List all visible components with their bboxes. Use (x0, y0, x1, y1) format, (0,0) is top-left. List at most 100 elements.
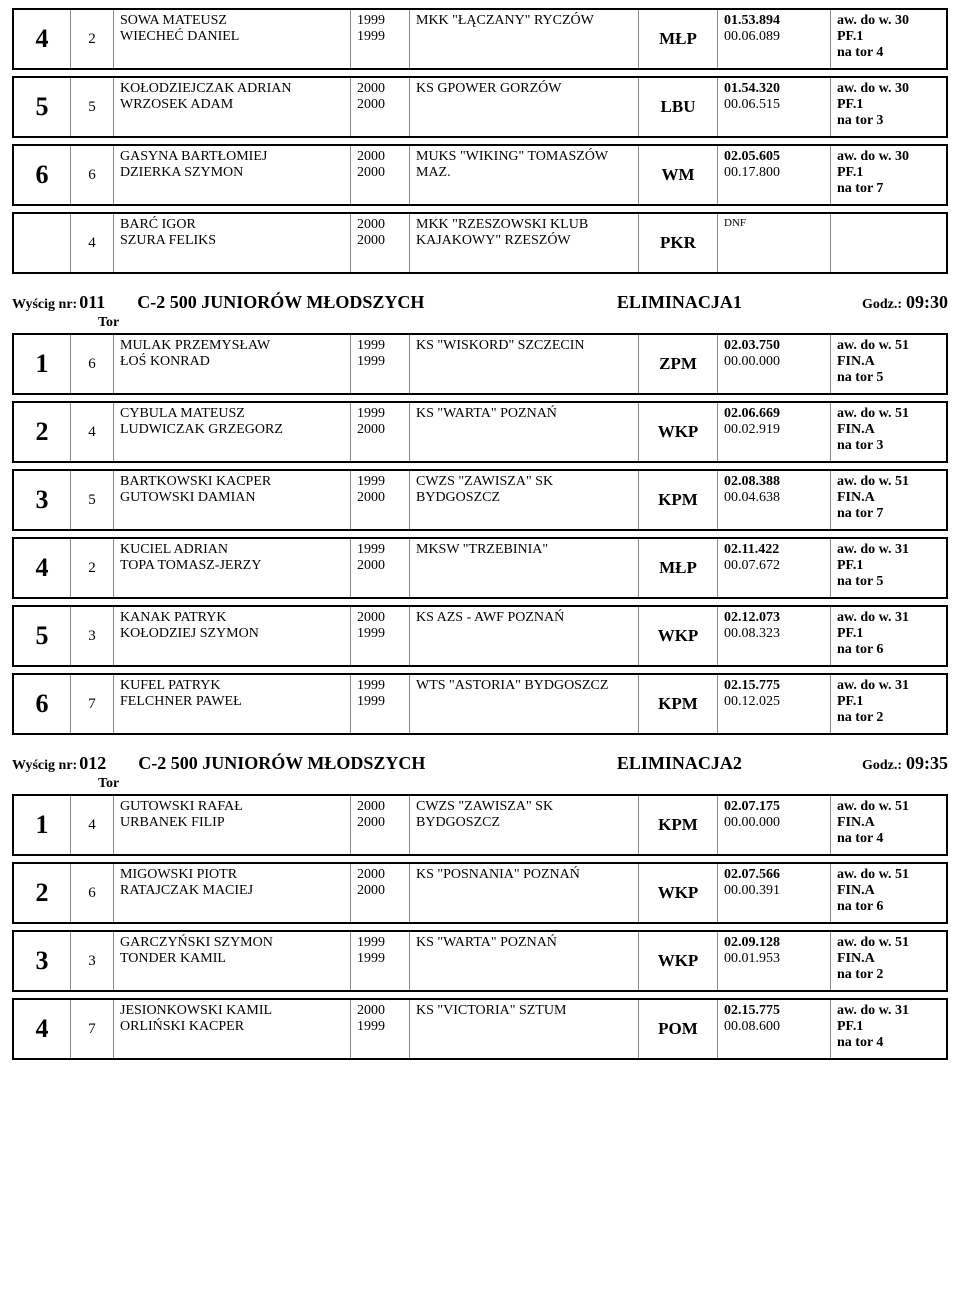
region: MŁP (638, 10, 717, 68)
phase: ELIMINACJA1 (617, 292, 742, 313)
names: BARTKOWSKI KACPERGUTOWSKI DAMIAN (113, 471, 350, 529)
times: 02.03.75000.00.000 (717, 335, 830, 393)
names: GARCZYŃSKI SZYMONTONDER KAMIL (113, 932, 350, 990)
years: 19991999 (350, 10, 409, 68)
time-diff: 00.17.800 (724, 165, 824, 181)
time-diff: 00.08.600 (724, 1019, 824, 1035)
region: WM (638, 146, 717, 204)
club: KS "WARTA" POZNAŃ (409, 403, 638, 461)
time-main: 02.15.775 (724, 1003, 824, 1019)
names: SOWA MATEUSZWIECHEĆ DANIEL (113, 10, 350, 68)
result-row: 16MULAK PRZEMYSŁAWŁOŚ KONRAD19991999KS "… (12, 333, 948, 395)
lane: 3 (70, 932, 113, 990)
notes (830, 214, 946, 272)
time-diff: 00.07.672 (724, 558, 824, 574)
times: 02.08.38800.04.638 (717, 471, 830, 529)
result-row: 47JESIONKOWSKI KAMILORLIŃSKI KACPER20001… (12, 998, 948, 1060)
lane: 2 (70, 539, 113, 597)
times: 01.53.89400.06.089 (717, 10, 830, 68)
time-main: 01.53.894 (724, 13, 824, 29)
times: 01.54.32000.06.515 (717, 78, 830, 136)
lane: 5 (70, 78, 113, 136)
lane: 7 (70, 1000, 113, 1058)
region: WKP (638, 864, 717, 922)
time-main: 02.07.175 (724, 799, 824, 815)
region: LBU (638, 78, 717, 136)
notes: aw. do w. 51FIN.Ana tor 7 (830, 471, 946, 529)
years: 20002000 (350, 78, 409, 136)
notes: aw. do w. 51FIN.Ana tor 4 (830, 796, 946, 854)
place: 4 (14, 539, 70, 597)
lane: 7 (70, 675, 113, 733)
lane: 4 (70, 214, 113, 272)
club: KS "POSNANIA" POZNAŃ (409, 864, 638, 922)
years: 19992000 (350, 471, 409, 529)
place: 1 (14, 796, 70, 854)
names: GUTOWSKI RAFAŁURBANEK FILIP (113, 796, 350, 854)
place (14, 214, 70, 272)
region: MŁP (638, 539, 717, 597)
lane: 6 (70, 146, 113, 204)
times: 02.07.17500.00.000 (717, 796, 830, 854)
result-row: 24CYBULA MATEUSZLUDWICZAK GRZEGORZ199920… (12, 401, 948, 463)
times: 02.11.42200.07.672 (717, 539, 830, 597)
names: JESIONKOWSKI KAMILORLIŃSKI KACPER (113, 1000, 350, 1058)
years: 20002000 (350, 214, 409, 272)
time-diff: 00.04.638 (724, 490, 824, 506)
place: 5 (14, 607, 70, 665)
time-diff: 00.08.323 (724, 626, 824, 642)
wyscig-label: Wyścig nr: (12, 297, 77, 313)
region: WKP (638, 403, 717, 461)
times: 02.05.60500.17.800 (717, 146, 830, 204)
notes: aw. do w. 31PF.1na tor 5 (830, 539, 946, 597)
years: 20002000 (350, 146, 409, 204)
times: 02.15.77500.12.025 (717, 675, 830, 733)
region: WKP (638, 932, 717, 990)
years: 20001999 (350, 607, 409, 665)
result-row: 67KUFEL PATRYKFELCHNER PAWEŁ19991999WTS … (12, 673, 948, 735)
notes: aw. do w. 31PF.1na tor 6 (830, 607, 946, 665)
names: CYBULA MATEUSZLUDWICZAK GRZEGORZ (113, 403, 350, 461)
club: KS AZS - AWF POZNAŃ (409, 607, 638, 665)
lane: 3 (70, 607, 113, 665)
years: 19992000 (350, 539, 409, 597)
club: KS "WARTA" POZNAŃ (409, 932, 638, 990)
notes: aw. do w. 51FIN.Ana tor 5 (830, 335, 946, 393)
time-diff: 00.00.000 (724, 354, 824, 370)
names: KUFEL PATRYKFELCHNER PAWEŁ (113, 675, 350, 733)
time-diff: 00.01.953 (724, 951, 824, 967)
club: MKK "RZESZOWSKI KLUB KAJAKOWY" RZESZÓW (409, 214, 638, 272)
times: 02.09.12800.01.953 (717, 932, 830, 990)
time-main: 02.15.775 (724, 678, 824, 694)
notes: aw. do w. 51FIN.Ana tor 3 (830, 403, 946, 461)
notes: aw. do w. 30PF.1na tor 3 (830, 78, 946, 136)
time-main: 02.05.605 (724, 149, 824, 165)
result-row: 42SOWA MATEUSZWIECHEĆ DANIEL19991999MKK … (12, 8, 948, 70)
place: 4 (14, 1000, 70, 1058)
notes: aw. do w. 51FIN.Ana tor 2 (830, 932, 946, 990)
names: KOŁODZIEJCZAK ADRIANWRZOSEK ADAM (113, 78, 350, 136)
time-diff: 00.00.391 (724, 883, 824, 899)
heat-number: 011 (79, 292, 105, 313)
event-name: C-2 500 JUNIORÓW MŁODSZYCH (137, 292, 424, 313)
time-main: 02.09.128 (724, 935, 824, 951)
tor-label: Tor (98, 776, 948, 792)
club: KS GPOWER GORZÓW (409, 78, 638, 136)
names: KANAK PATRYKKOŁODZIEJ SZYMON (113, 607, 350, 665)
lane: 2 (70, 10, 113, 68)
godz-label: Godz.: (862, 297, 902, 313)
time-main: 02.12.073 (724, 610, 824, 626)
event-name: C-2 500 JUNIORÓW MŁODSZYCH (138, 753, 425, 774)
times: DNF (717, 214, 830, 272)
club: WTS "ASTORIA" BYDGOSZCZ (409, 675, 638, 733)
times: 02.15.77500.08.600 (717, 1000, 830, 1058)
heat-header: Wyścig nr:011 C-2 500 JUNIORÓW MŁODSZYCH E… (12, 292, 948, 313)
times: 02.07.56600.00.391 (717, 864, 830, 922)
region: ZPM (638, 335, 717, 393)
times: 02.06.66900.02.919 (717, 403, 830, 461)
time-diff: 00.00.000 (724, 815, 824, 831)
notes: aw. do w. 31PF.1na tor 2 (830, 675, 946, 733)
lane: 5 (70, 471, 113, 529)
years: 19992000 (350, 403, 409, 461)
time-main: 01.54.320 (724, 81, 824, 97)
